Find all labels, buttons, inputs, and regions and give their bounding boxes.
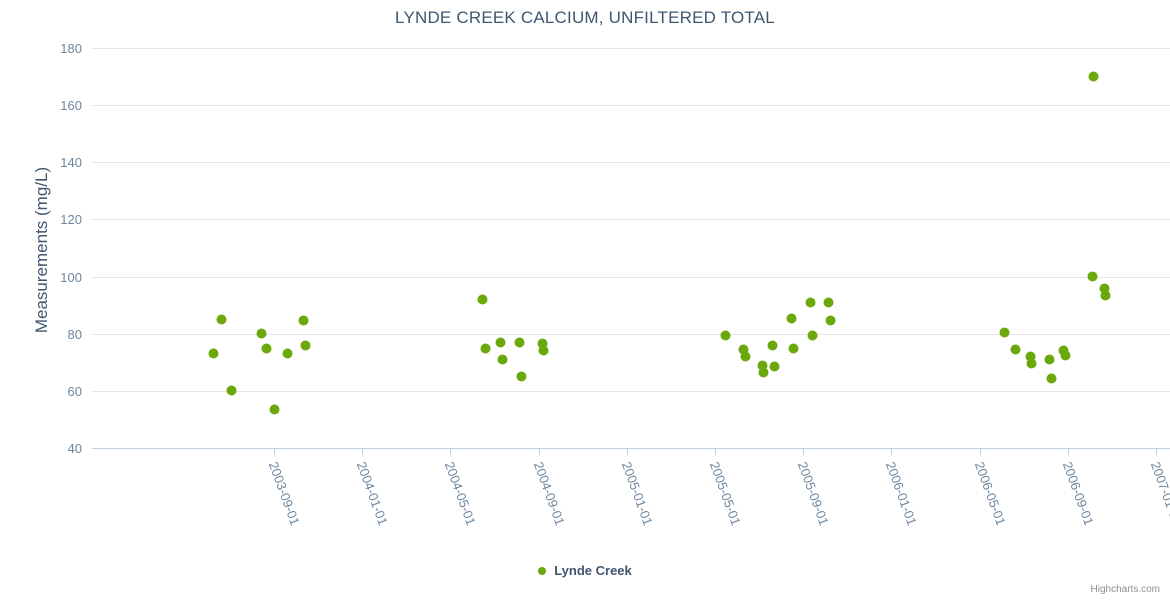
data-point[interactable] xyxy=(478,294,488,304)
y-axis-tick-label: 100 xyxy=(60,269,82,285)
data-point[interactable] xyxy=(209,349,219,359)
x-axis-tick-label: 2004-05-01 xyxy=(442,459,480,528)
x-axis-tick-mark xyxy=(891,449,893,455)
data-point[interactable] xyxy=(826,316,836,326)
y-axis-tick-labels: 40 60 80 100 120 140 160 180 xyxy=(20,42,82,455)
data-point[interactable] xyxy=(299,316,309,326)
x-axis-tick-label: 2006-09-01 xyxy=(1059,459,1097,528)
data-point[interactable] xyxy=(1101,290,1111,300)
chart-legend: Lynde Creek xyxy=(0,562,1170,578)
x-axis-tick-label: 2006-01-01 xyxy=(883,459,921,528)
data-point[interactable] xyxy=(789,343,799,353)
data-point[interactable] xyxy=(1046,373,1056,383)
x-axis-tick-mark xyxy=(803,449,805,455)
gridline xyxy=(92,333,1170,335)
y-axis-tick-label: 160 xyxy=(60,98,82,114)
legend-marker-icon xyxy=(538,566,547,575)
y-axis-tick-label: 40 xyxy=(67,441,82,456)
credits-watermark[interactable]: Highcharts.com xyxy=(1090,584,1160,595)
data-point[interactable] xyxy=(1099,283,1109,293)
y-axis-tick-label: 120 xyxy=(60,212,82,228)
x-axis-tick-mark xyxy=(450,449,452,455)
gridline xyxy=(92,219,1170,221)
legend-item-label: Lynde Creek xyxy=(554,563,632,579)
x-axis-tick-mark xyxy=(1067,449,1069,455)
y-axis-tick-label: 60 xyxy=(67,383,82,399)
x-axis-tick-label: 2004-09-01 xyxy=(530,459,568,528)
gridline xyxy=(92,105,1170,107)
data-point[interactable] xyxy=(539,346,549,356)
x-axis-tick-label: 2003-09-01 xyxy=(265,459,303,528)
data-point[interactable] xyxy=(787,313,797,323)
x-axis-tick-label: 2005-05-01 xyxy=(706,459,744,528)
x-axis-tick-label: 2005-01-01 xyxy=(618,459,656,528)
data-point[interactable] xyxy=(807,330,817,340)
data-point[interactable] xyxy=(1025,352,1035,362)
plot-area xyxy=(92,48,1170,449)
data-point[interactable] xyxy=(496,337,506,347)
y-axis-tick-label: 140 xyxy=(60,155,82,171)
gridline xyxy=(92,276,1170,278)
x-axis-tick-label: 2006-05-01 xyxy=(971,459,1009,528)
data-point[interactable] xyxy=(720,330,730,340)
data-point[interactable] xyxy=(1027,359,1037,369)
x-axis-tick-mark xyxy=(362,449,364,455)
data-point[interactable] xyxy=(262,343,272,353)
x-axis-tick-mark xyxy=(626,449,628,455)
x-axis-tick-label: 2007-01-01 xyxy=(1147,459,1170,528)
x-axis-tick-mark xyxy=(274,449,275,455)
data-point[interactable] xyxy=(257,329,267,339)
data-point[interactable] xyxy=(769,362,779,372)
x-axis-line xyxy=(92,448,1170,449)
data-point[interactable] xyxy=(227,386,237,396)
data-point[interactable] xyxy=(1060,350,1070,360)
data-point[interactable] xyxy=(1044,354,1054,364)
data-point[interactable] xyxy=(806,297,816,307)
data-point[interactable] xyxy=(517,372,527,382)
gridline xyxy=(92,48,1170,49)
gridline xyxy=(92,390,1170,392)
data-point[interactable] xyxy=(1088,272,1098,282)
chart-title: LYNDE CREEK CALCIUM, UNFILTERED TOTAL xyxy=(395,8,775,27)
x-axis-tick-label: 2005-09-01 xyxy=(795,459,832,528)
data-point[interactable] xyxy=(768,340,778,350)
data-point[interactable] xyxy=(515,337,525,347)
x-axis-tick-mark xyxy=(715,449,716,455)
data-point[interactable] xyxy=(1011,344,1021,354)
x-axis-tick-mark xyxy=(538,449,540,455)
data-point[interactable] xyxy=(300,340,310,350)
y-axis-tick-label: 180 xyxy=(60,41,82,56)
data-point[interactable] xyxy=(824,297,834,307)
data-point[interactable] xyxy=(537,339,547,349)
data-point[interactable] xyxy=(1088,72,1098,82)
data-point[interactable] xyxy=(216,314,226,324)
data-point[interactable] xyxy=(480,343,490,353)
x-axis-tick-mark xyxy=(1156,449,1157,455)
x-axis-tick-label: 2004-01-01 xyxy=(354,459,391,528)
data-point[interactable] xyxy=(283,349,293,359)
data-point[interactable] xyxy=(1000,327,1010,337)
data-point[interactable] xyxy=(739,344,749,354)
data-point[interactable] xyxy=(758,367,768,377)
x-axis-tick-mark xyxy=(979,449,981,455)
gridline xyxy=(92,162,1170,164)
data-point[interactable] xyxy=(757,360,767,370)
data-point[interactable] xyxy=(740,352,750,362)
y-axis-tick-label: 80 xyxy=(67,326,82,342)
data-point[interactable] xyxy=(497,354,507,364)
data-point[interactable] xyxy=(270,404,280,414)
legend-item-lynde-creek[interactable]: Lynde Creek xyxy=(538,562,632,578)
